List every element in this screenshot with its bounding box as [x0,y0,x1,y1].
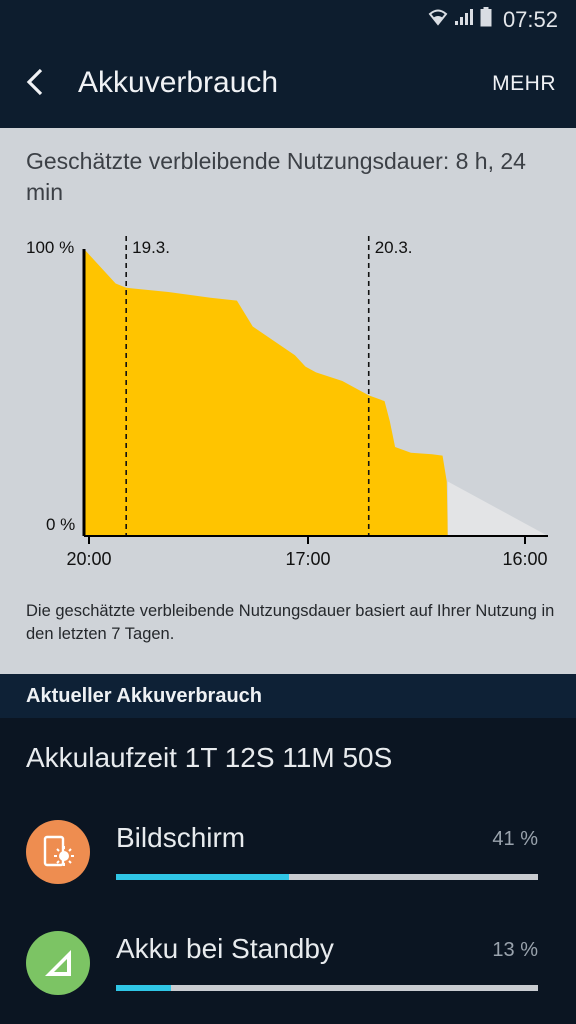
signal-icon [454,8,474,31]
status-icons [428,6,492,32]
y-tick-label: 100 % [26,238,74,257]
usage-list: Akkulaufzeit 1T 12S 11M 50S Bildschirm 4 [0,718,576,1024]
page-title: Akkuverbrauch [78,66,279,99]
x-tick-label: 20:00 [66,549,111,569]
usage-progress-fill [116,985,171,991]
day-marker-label: 19.3. [132,238,170,257]
usage-label: Bildschirm [116,822,246,853]
battery-runtime: Akkulaufzeit 1T 12S 11M 50S [26,742,393,773]
status-bar: 07:52 [0,0,576,40]
x-tick-label: 17:00 [285,549,330,569]
wifi-icon [428,8,448,31]
x-tick-label: 16:00 [502,549,547,569]
app-bar: Akkuverbrauch MEHR [0,40,576,128]
y-tick-label: 0 % [46,515,75,534]
status-time: 07:52 [502,7,558,32]
section-header: Aktueller Akkuverbrauch [0,674,576,718]
more-button[interactable]: MEHR [492,72,556,95]
signal-standby-icon [26,931,90,995]
chart-note: Die geschätzte verbleibende Nutzungsdaue… [26,602,555,643]
usage-item-standby[interactable]: Akku bei Standby 13 % [0,931,576,1024]
usage-progress-bar [116,874,538,880]
section-title: Aktueller Akkuverbrauch [26,685,263,707]
projected-level-area [447,481,548,536]
back-arrow-icon [25,67,47,102]
day-marker-label: 20.3. [375,238,413,257]
battery-level-area [84,249,448,536]
usage-percent: 13 % [492,939,538,961]
back-button[interactable] [16,64,56,104]
usage-progress-fill [116,874,290,880]
battery-chart: 19.3. 20.3. 100 % 0 % 20:00 17:00 16:00 [26,236,548,569]
screen-brightness-icon [26,820,90,884]
usage-item-screen[interactable]: Bildschirm 41 % [0,820,576,920]
battery-chart-card: Geschätzte verbleibende Nutzungsdauer: 8… [0,128,576,674]
usage-progress-bar [116,985,538,991]
usage-label: Akku bei Standby [116,933,334,964]
usage-percent: 41 % [492,828,538,850]
estimated-remaining-time: Geschätzte verbleibende Nutzungsdauer: 8… [26,148,526,205]
battery-icon [480,6,492,32]
